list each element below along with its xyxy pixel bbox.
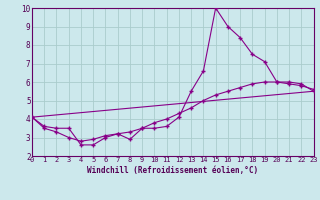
X-axis label: Windchill (Refroidissement éolien,°C): Windchill (Refroidissement éolien,°C) <box>87 166 258 175</box>
